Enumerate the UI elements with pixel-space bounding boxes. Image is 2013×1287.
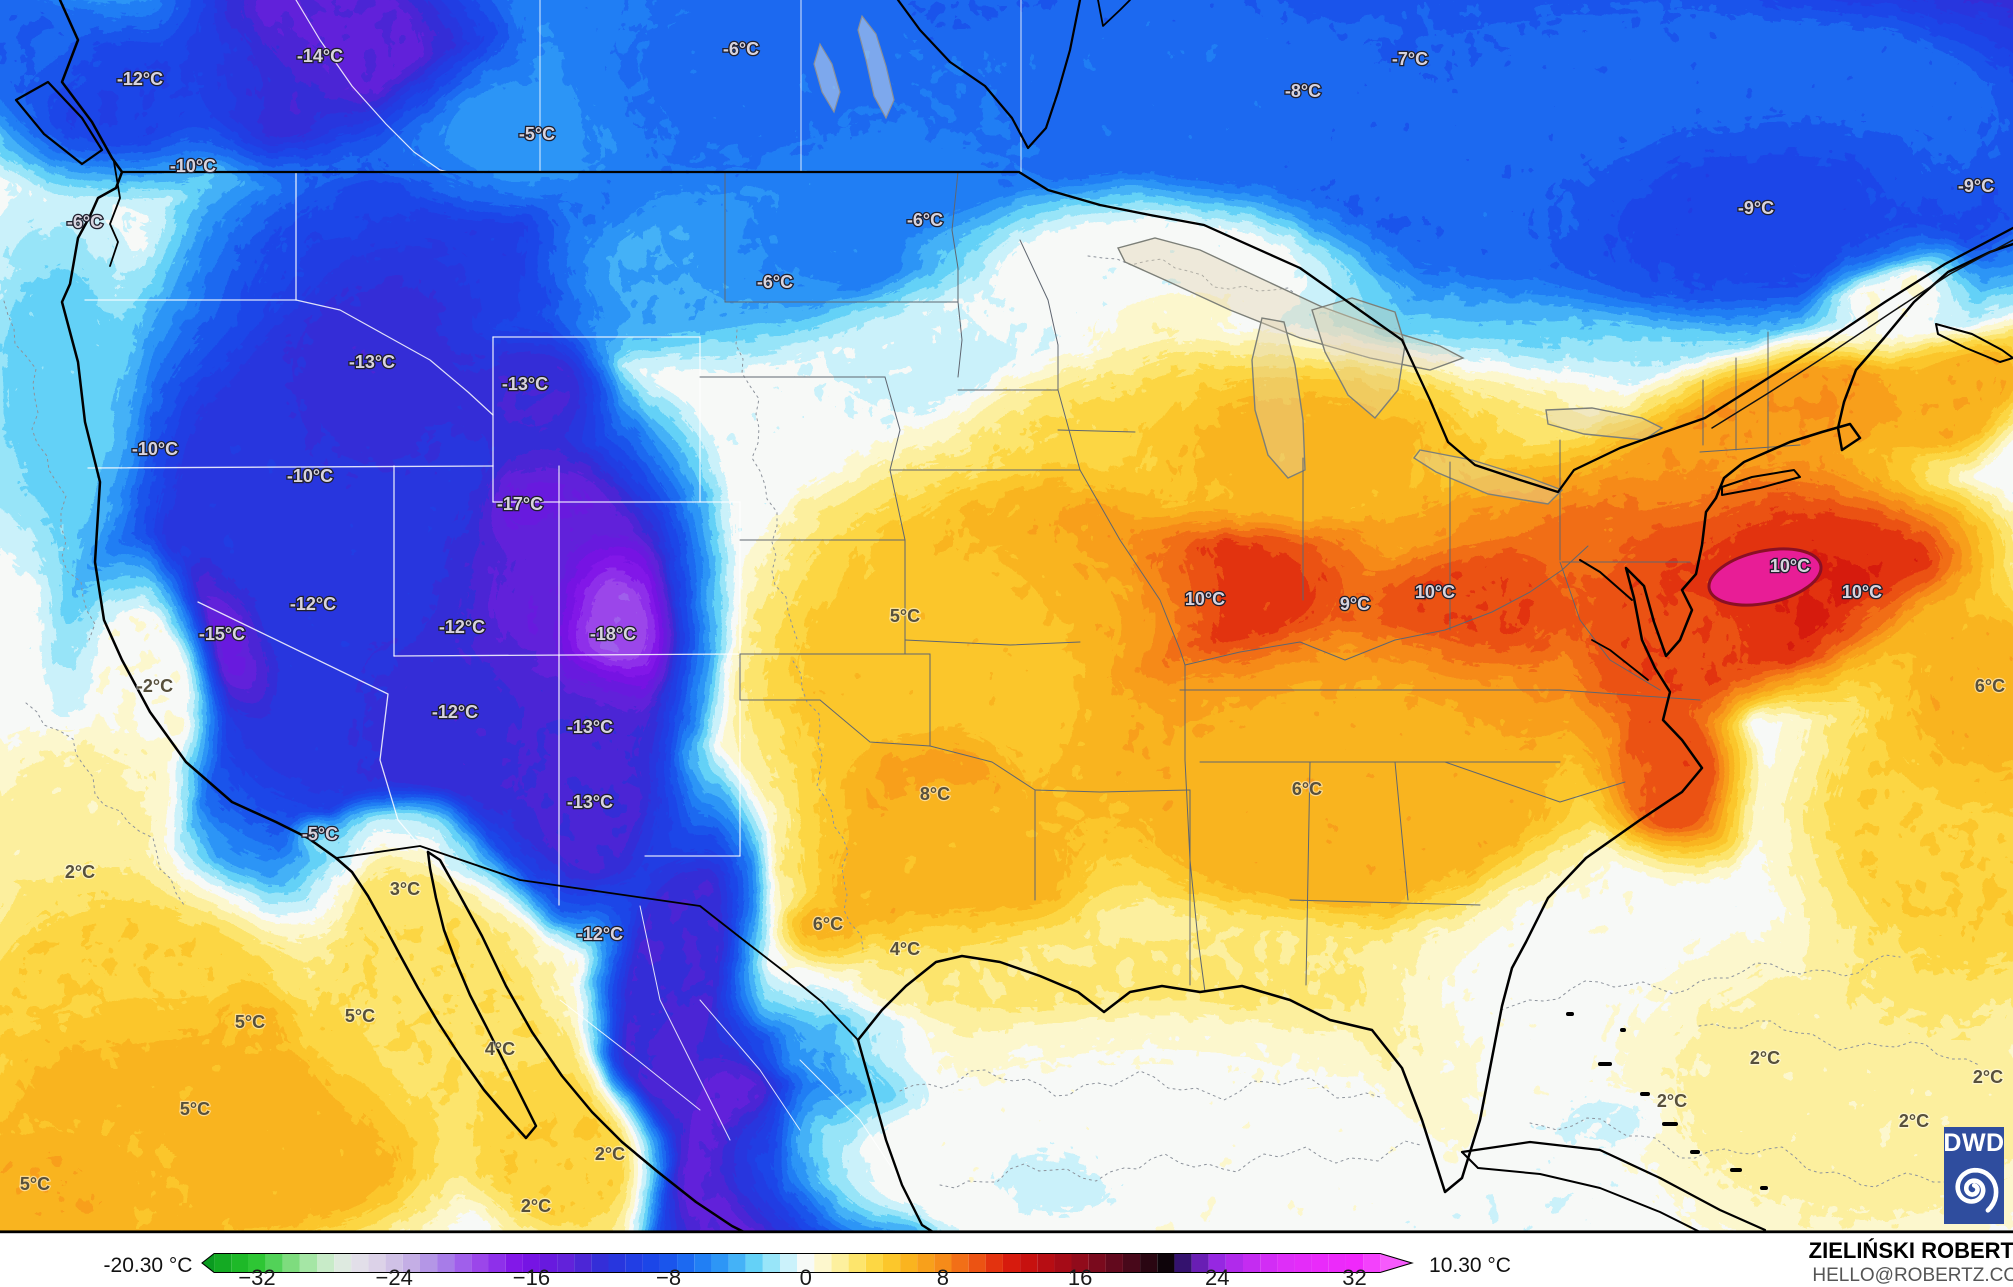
svg-text:4°C: 4°C [890,939,920,959]
svg-text:2°C: 2°C [1750,1048,1780,1068]
svg-text:-6°C: -6°C [723,39,759,59]
svg-text:-14°C: -14°C [297,46,343,66]
svg-text:-10°C: -10°C [170,156,216,176]
svg-text:10°C: 10°C [1842,582,1882,602]
svg-text:6°C: 6°C [1292,779,1322,799]
svg-text:-10°C: -10°C [132,439,178,459]
svg-text:-12°C: -12°C [577,924,623,944]
svg-text:2°C: 2°C [595,1144,625,1164]
svg-text:3°C: 3°C [390,879,420,899]
svg-text:2°C: 2°C [65,862,95,882]
svg-text:-12°C: -12°C [439,617,485,637]
svg-text:0: 0 [800,1265,812,1287]
svg-text:2°C: 2°C [1973,1067,2003,1087]
svg-text:−16: −16 [513,1265,550,1287]
svg-text:10°C: 10°C [1415,582,1455,602]
svg-text:-6°C: -6°C [907,210,943,230]
svg-text:DWD: DWD [1943,1129,2004,1157]
svg-text:32: 32 [1342,1265,1366,1287]
svg-text:2°C: 2°C [1657,1091,1687,1111]
svg-text:-12°C: -12°C [117,69,163,89]
svg-text:-8°C: -8°C [1285,81,1321,101]
svg-text:10°C: 10°C [1770,556,1810,576]
svg-text:10.30 °C: 10.30 °C [1429,1254,1511,1277]
svg-text:6°C: 6°C [1975,676,2005,696]
svg-text:5°C: 5°C [235,1012,265,1032]
svg-text:4°C: 4°C [485,1039,515,1059]
svg-text:HELLO@ROBERTZ.COM: HELLO@ROBERTZ.COM [1812,1265,2013,1286]
svg-text:-12°C: -12°C [290,594,336,614]
svg-text:-12°C: -12°C [432,702,478,722]
svg-text:ZIELIŃSKI ROBERT: ZIELIŃSKI ROBERT [1809,1238,2013,1263]
svg-text:6°C: 6°C [813,914,843,934]
svg-text:8: 8 [937,1265,949,1287]
svg-text:16: 16 [1068,1265,1092,1287]
svg-text:10°C: 10°C [1185,589,1225,609]
svg-text:−32: −32 [238,1265,275,1287]
svg-text:-6°C: -6°C [67,212,103,232]
svg-text:-9°C: -9°C [1958,176,1994,196]
svg-text:-6°C: -6°C [757,272,793,292]
svg-text:-18°C: -18°C [590,624,636,644]
svg-text:-10°C: -10°C [287,466,333,486]
svg-text:2°C: 2°C [521,1196,551,1216]
svg-text:9°C: 9°C [1340,594,1370,614]
svg-text:-13°C: -13°C [349,352,395,372]
svg-text:5°C: 5°C [890,606,920,626]
svg-text:5°C: 5°C [180,1099,210,1119]
svg-text:−24: −24 [376,1265,413,1287]
svg-text:−8: −8 [656,1265,681,1287]
svg-text:-13°C: -13°C [502,374,548,394]
svg-text:8°C: 8°C [920,784,950,804]
svg-text:5°C: 5°C [20,1174,50,1194]
svg-text:-13°C: -13°C [567,717,613,737]
svg-text:-5°C: -5°C [302,824,338,844]
svg-text:-9°C: -9°C [1738,198,1774,218]
svg-text:24: 24 [1205,1265,1229,1287]
svg-text:-7°C: -7°C [1392,49,1428,69]
svg-text:-20.30 °C: -20.30 °C [104,1254,193,1277]
svg-text:-2°C: -2°C [137,676,173,696]
svg-text:-15°C: -15°C [199,624,245,644]
svg-text:-13°C: -13°C [567,792,613,812]
svg-text:5°C: 5°C [345,1006,375,1026]
svg-text:2°C: 2°C [1899,1111,1929,1131]
svg-text:-17°C: -17°C [497,494,543,514]
svg-text:-5°C: -5°C [519,124,555,144]
